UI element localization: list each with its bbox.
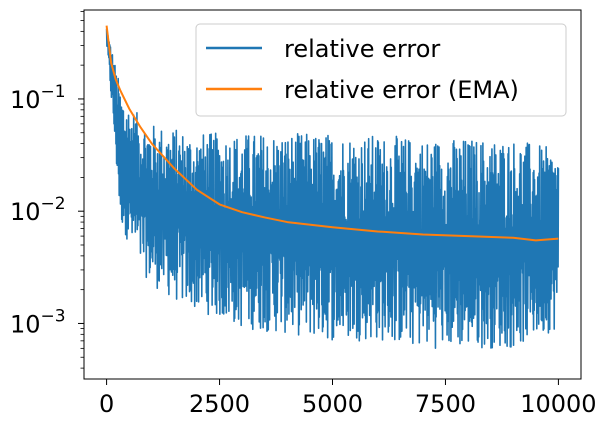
x-axis: 0 2500 5000 7500 10000 xyxy=(99,379,597,418)
legend-box xyxy=(195,23,567,117)
y-tick-label: 10−1 xyxy=(10,82,66,114)
legend-label-relative-error-ema: relative error (EMA) xyxy=(284,76,519,104)
x-tick-label: 7500 xyxy=(415,390,476,418)
x-tick-label: 5000 xyxy=(302,390,363,418)
series-line-relative-error-ema xyxy=(105,25,559,242)
y-tick-label: 10−3 xyxy=(10,306,66,338)
legend-label-relative-error: relative error xyxy=(284,35,440,63)
legend: relative error relative error (EMA) xyxy=(195,23,567,117)
series-layer xyxy=(105,25,560,349)
y-tick-label: 10−2 xyxy=(10,194,66,226)
x-tick-label: 10000 xyxy=(520,390,596,418)
x-tick-label: 0 xyxy=(99,390,114,418)
x-tick-label: 2500 xyxy=(189,390,250,418)
y-axis: 10−3 10−2 10−1 xyxy=(10,11,84,369)
